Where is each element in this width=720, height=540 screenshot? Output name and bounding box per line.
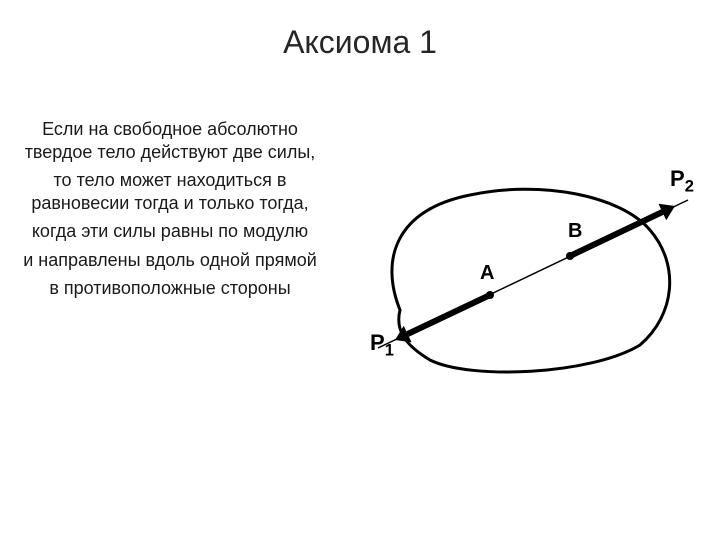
point-a-label: A [480, 262, 494, 285]
force-diagram: A B P1 P2 [340, 140, 700, 420]
axiom-line-1: Если на свободное абсолютно твердое тело… [20, 118, 320, 163]
force-p2-label: P2 [670, 166, 694, 196]
axiom-line-4: и направлены вдоль одной прямой [20, 249, 320, 272]
axiom-line-2: то тело может находиться в равновесии то… [20, 169, 320, 214]
slide-title: Аксиома 1 [0, 24, 720, 61]
force-p1-label: P1 [370, 330, 394, 360]
axiom-body: Если на свободное абсолютно твердое тело… [20, 118, 320, 306]
axiom-line-3: когда эти силы равны по модулю [20, 220, 320, 243]
point-b-label: B [568, 220, 582, 243]
axiom-line-5: в противоположные стороны [20, 277, 320, 300]
